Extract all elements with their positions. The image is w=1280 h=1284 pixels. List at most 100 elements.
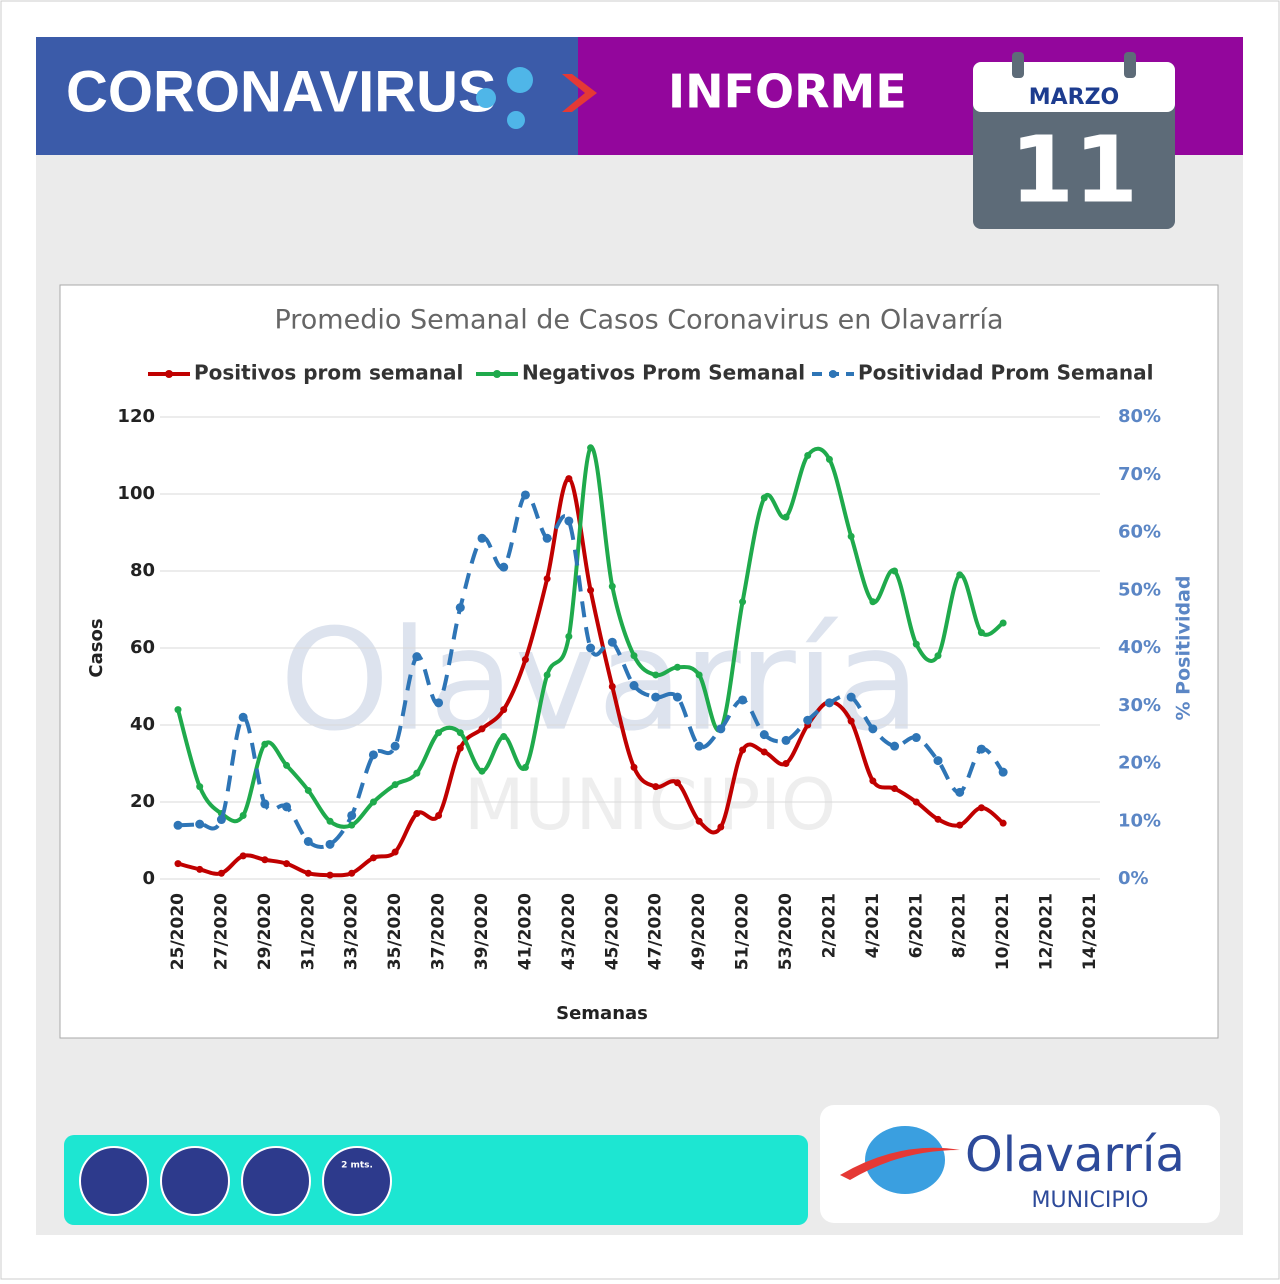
- series-line: [176, 445, 1005, 829]
- point: [804, 452, 812, 459]
- point: [672, 692, 682, 702]
- point: [304, 786, 312, 794]
- chart-title: Promedio Semanal de Casos Coronavirus en…: [274, 305, 1003, 336]
- legend-label: Positivos prom semanal: [194, 361, 463, 385]
- x-tick-label: 47/2020: [646, 893, 666, 970]
- calendar-ring: [1124, 52, 1136, 78]
- point: [565, 475, 573, 483]
- point: [412, 652, 422, 662]
- point: [912, 798, 920, 806]
- header-title: CORONAVIRUS: [66, 59, 497, 124]
- point: [717, 823, 725, 831]
- point: [587, 586, 595, 594]
- point: [608, 582, 616, 590]
- distance-label: 2 mts.: [341, 1161, 373, 1171]
- point: [956, 571, 964, 579]
- point: [760, 494, 768, 502]
- point: [759, 730, 769, 740]
- point: [521, 656, 529, 664]
- watermark-sub: MUNICIPIO: [464, 764, 836, 846]
- point: [955, 787, 965, 797]
- point: [912, 640, 920, 648]
- point: [542, 533, 552, 543]
- point: [934, 815, 942, 823]
- point: [868, 724, 878, 734]
- y-axis-label: Casos: [86, 618, 107, 677]
- y2-axis-label: % Positividad: [1173, 576, 1195, 721]
- x-tick-label: 39/2020: [472, 893, 492, 970]
- y-tick-label: 40: [130, 714, 155, 735]
- point: [261, 740, 269, 748]
- point: [283, 860, 291, 868]
- point: [174, 706, 182, 714]
- legend-dot: [829, 370, 837, 378]
- legend-label: Positividad Prom Semanal: [858, 361, 1154, 385]
- header-subtitle: INFORME: [668, 65, 907, 119]
- point: [435, 811, 443, 819]
- point: [630, 763, 638, 771]
- x-tick-label: 10/2021: [993, 893, 1013, 970]
- point: [998, 767, 1008, 777]
- point: [869, 777, 877, 785]
- point: [608, 683, 616, 690]
- y2-tick-label: 50%: [1118, 579, 1161, 600]
- point: [587, 444, 595, 452]
- point: [500, 706, 508, 714]
- y-tick-label: 80: [130, 560, 155, 581]
- x-tick-label: 2/2021: [819, 893, 839, 958]
- x-tick-label: 6/2021: [906, 893, 926, 958]
- point: [455, 603, 465, 613]
- virus-icons: [476, 67, 533, 129]
- point: [326, 871, 334, 879]
- point: [434, 698, 444, 708]
- point: [803, 715, 813, 725]
- point: [477, 533, 487, 543]
- x-tick-label: 14/2021: [1080, 893, 1100, 970]
- logo-name: Olavarría: [965, 1127, 1185, 1183]
- point: [195, 819, 205, 829]
- point: [456, 729, 464, 737]
- point: [413, 810, 421, 818]
- point: [174, 860, 182, 868]
- point: [282, 802, 292, 812]
- point: [196, 783, 204, 791]
- calendar-ring: [1012, 52, 1024, 78]
- point: [999, 619, 1007, 627]
- point: [695, 671, 703, 679]
- point: [348, 869, 356, 877]
- point: [239, 852, 247, 860]
- point: [846, 692, 856, 702]
- calendar-month: MARZO: [1029, 85, 1120, 110]
- point: [825, 455, 833, 463]
- x-tick-label: 12/2021: [1037, 893, 1057, 970]
- point: [695, 817, 703, 825]
- point: [739, 746, 747, 754]
- point: [304, 869, 312, 877]
- point: [891, 785, 899, 793]
- point: [196, 865, 204, 873]
- point: [369, 854, 377, 862]
- point: [369, 798, 377, 806]
- point: [890, 741, 900, 751]
- x-tick-label: 43/2020: [559, 893, 579, 970]
- point: [456, 744, 464, 752]
- point: [977, 804, 985, 812]
- point: [891, 567, 899, 575]
- point: [760, 748, 768, 756]
- x-axis-label: Semanas: [556, 1003, 648, 1024]
- point: [781, 735, 791, 745]
- chevron: [562, 74, 597, 112]
- y2-tick-label: 20%: [1118, 753, 1161, 774]
- x-tick-label: 31/2020: [298, 893, 318, 970]
- y-tick-label: 20: [130, 791, 155, 812]
- point: [607, 637, 617, 647]
- point: [586, 643, 596, 653]
- point: [368, 750, 378, 760]
- x-tick-label: 45/2020: [602, 893, 622, 970]
- point: [478, 767, 486, 775]
- y2-tick-label: 10%: [1118, 810, 1161, 831]
- point: [391, 848, 399, 856]
- logo-sub: MUNICIPIO: [1032, 1188, 1149, 1213]
- x-tick-label: 25/2020: [168, 893, 188, 970]
